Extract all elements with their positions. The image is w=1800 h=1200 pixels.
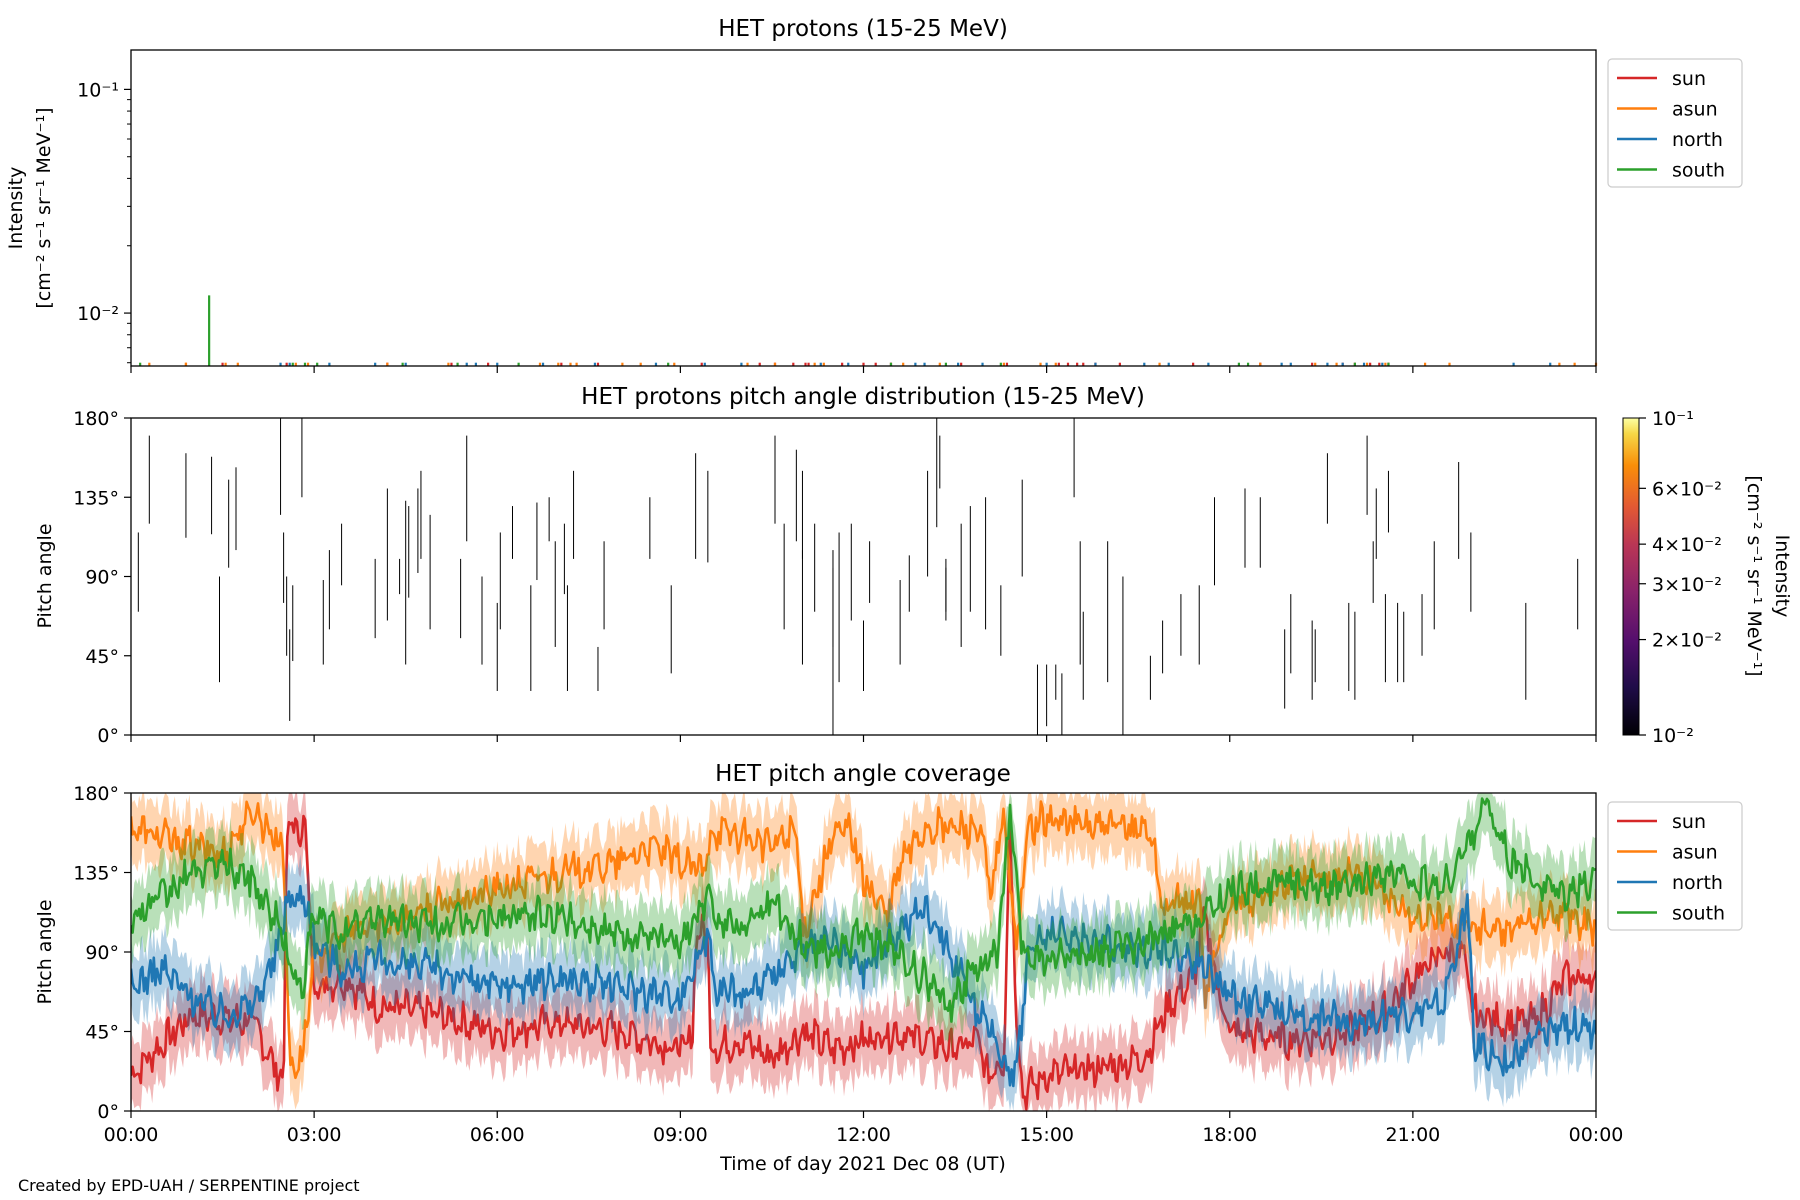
colorbar-tick-label: 10⁻² — [1652, 725, 1694, 747]
ytick-label: 180° — [73, 408, 119, 430]
legend-label-asun: asun — [1672, 99, 1718, 121]
colorbar-tick-label: 6×10⁻² — [1652, 478, 1722, 500]
panel1-legend: sun asun north south — [1607, 58, 1743, 188]
colorbar-label-line2: [cm⁻² s⁻¹ sr⁻¹ MeV⁻¹] — [1743, 475, 1765, 676]
credit-text: Created by EPD-UAH / SERPENTINE project — [18, 1176, 360, 1195]
legend-label-north: north — [1672, 872, 1723, 894]
panel3-series-group — [131, 793, 1596, 1111]
ytick-label: 135° — [73, 487, 119, 509]
legend-label-north: north — [1672, 129, 1723, 151]
panel2-title: HET protons pitch angle distribution (15… — [581, 384, 1145, 410]
panel1-ylabel-line2: [cm⁻² s⁻¹ sr⁻¹ MeV⁻¹] — [33, 107, 55, 308]
ytick-label: 10⁻¹ — [77, 79, 119, 101]
panel3-ylabel: Pitch angle — [34, 899, 56, 1004]
colorbar-tick-label: 3×10⁻² — [1652, 574, 1722, 596]
xtick-label: 06:00 — [470, 1124, 525, 1146]
legend-label-sun: sun — [1672, 811, 1706, 833]
ytick-label: 135° — [73, 863, 119, 885]
intensity-panel: HET protons (15-25 MeV) 10⁻¹ 10⁻² Intensi… — [5, 16, 1743, 373]
panel2-xaxis — [130, 735, 1597, 742]
xtick-label: 00:00 — [1569, 1124, 1624, 1146]
legend-label-sun: sun — [1672, 68, 1706, 90]
panel1-series-group — [139, 295, 1598, 366]
colorbar-tick-label: 4×10⁻² — [1652, 534, 1722, 556]
legend-box — [1607, 801, 1743, 931]
panel3-xlabel: Time of day 2021 Dec 08 (UT) — [719, 1153, 1006, 1175]
panel1-ylabel-line1: Intensity — [5, 167, 27, 250]
colorbar-tick-label: 2×10⁻² — [1652, 630, 1722, 652]
xtick-label: 18:00 — [1202, 1124, 1257, 1146]
panel2-ylabel: Pitch angle — [34, 523, 56, 628]
colorbar-label-line1: Intensity — [1771, 535, 1793, 618]
panel3-legend: sun asun north south — [1607, 801, 1743, 931]
coverage-line-sun — [131, 814, 1596, 1111]
ytick-label: 0° — [97, 1101, 119, 1123]
coverage-line-south — [131, 797, 1596, 1023]
panel1-yaxis: 10⁻¹ 10⁻² — [77, 79, 131, 364]
legend-label-asun: asun — [1672, 842, 1718, 864]
panel1-xaxis — [130, 366, 1597, 373]
ytick-label: 90° — [85, 942, 119, 964]
xtick-label: 09:00 — [653, 1124, 708, 1146]
pitch-angle-distribution-panel: HET protons pitch angle distribution (15… — [34, 384, 1793, 747]
xtick-label: 12:00 — [836, 1124, 891, 1146]
legend-label-south: south — [1672, 160, 1725, 182]
panel3-title: HET pitch angle coverage — [715, 761, 1011, 787]
panel3-yaxis: 0° 45° 90° 135° 180° — [73, 783, 131, 1123]
xtick-label: 00:00 — [104, 1124, 159, 1146]
ytick-label: 45° — [85, 1022, 119, 1044]
coverage-band-south — [131, 793, 1596, 1054]
xtick-label: 15:00 — [1019, 1124, 1074, 1146]
panel2-segments-group — [137, 418, 1597, 735]
ytick-label: 0° — [97, 725, 119, 747]
ytick-label: 180° — [73, 783, 119, 805]
panel1-title: HET protons (15-25 MeV) — [718, 16, 1008, 42]
xtick-label: 21:00 — [1385, 1124, 1440, 1146]
panel2-yaxis: 0° 45° 90° 135° 180° — [73, 408, 131, 747]
ytick-label: 45° — [85, 646, 119, 668]
panel3-xaxis: 00:00 03:00 06:00 09:00 12:00 15:00 18:00 21:00… — [104, 1111, 1624, 1146]
ytick-label: 90° — [85, 567, 119, 589]
ytick-label: 10⁻² — [77, 303, 119, 325]
legend-box — [1607, 58, 1743, 188]
colorbar-tick-label: 10⁻¹ — [1652, 408, 1694, 430]
legend-label-south: south — [1672, 903, 1725, 925]
colorbar — [1622, 417, 1640, 736]
panel1-frame — [130, 49, 1597, 367]
coverage-line-north — [131, 884, 1596, 1088]
xtick-label: 03:00 — [287, 1124, 342, 1146]
colorbar-ticks: 10⁻¹ 6×10⁻² 4×10⁻² 3×10⁻² 2×10⁻² 10⁻² — [1639, 408, 1722, 747]
pitch-angle-coverage-panel: HET pitch angle coverage 0° 45° 90° 135° 180… — [34, 761, 1743, 1175]
